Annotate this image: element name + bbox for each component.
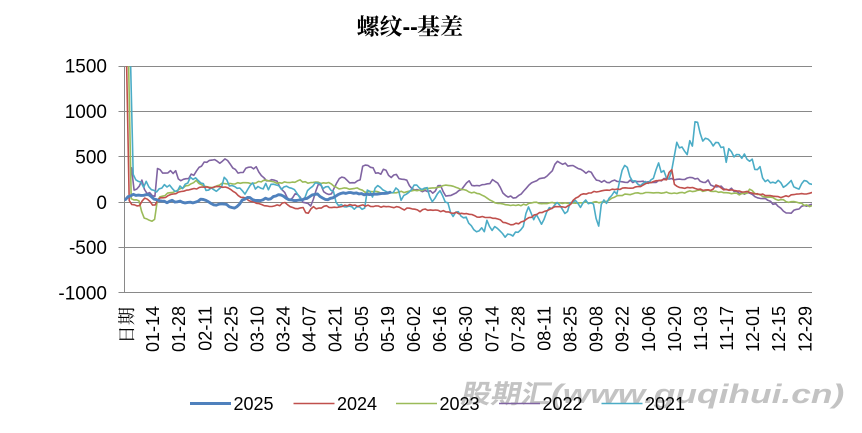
svg-text:08-11: 08-11 bbox=[534, 306, 554, 351]
svg-text:04-21: 04-21 bbox=[326, 306, 346, 352]
svg-text:06-02: 06-02 bbox=[404, 306, 424, 352]
svg-text:2022: 2022 bbox=[543, 394, 583, 414]
svg-text:-500: -500 bbox=[69, 238, 107, 259]
svg-text:09-22: 09-22 bbox=[613, 306, 633, 352]
svg-text:07-14: 07-14 bbox=[482, 306, 502, 352]
svg-text:--: -- bbox=[403, 14, 418, 40]
svg-text:03-10: 03-10 bbox=[247, 306, 267, 352]
svg-text:12-01: 12-01 bbox=[743, 306, 763, 352]
svg-text:02-25: 02-25 bbox=[221, 306, 241, 352]
svg-text:1500: 1500 bbox=[65, 57, 107, 78]
svg-text:01-28: 01-28 bbox=[169, 306, 189, 352]
svg-text:10-20: 10-20 bbox=[665, 306, 685, 352]
svg-text:08-25: 08-25 bbox=[561, 306, 581, 352]
svg-text:10-06: 10-06 bbox=[639, 306, 659, 352]
svg-text:1000: 1000 bbox=[65, 102, 107, 123]
svg-text:01-14: 01-14 bbox=[143, 306, 163, 352]
svg-text:06-30: 06-30 bbox=[456, 306, 476, 352]
svg-text:11-03: 11-03 bbox=[691, 306, 711, 351]
svg-text:09-08: 09-08 bbox=[587, 306, 607, 352]
svg-text:2025: 2025 bbox=[234, 394, 274, 414]
svg-text:12-29: 12-29 bbox=[795, 306, 815, 352]
svg-text:2023: 2023 bbox=[440, 394, 480, 414]
svg-text:0: 0 bbox=[96, 193, 107, 214]
svg-text:02-11: 02-11 bbox=[195, 306, 215, 351]
svg-text:04-07: 04-07 bbox=[300, 306, 320, 352]
svg-text:05-05: 05-05 bbox=[352, 306, 372, 352]
svg-text:2021: 2021 bbox=[645, 394, 685, 414]
svg-text:11-17: 11-17 bbox=[717, 306, 737, 351]
svg-text:05-19: 05-19 bbox=[378, 306, 398, 352]
svg-text:500: 500 bbox=[75, 147, 107, 168]
svg-text:2024: 2024 bbox=[337, 394, 377, 414]
svg-text:03-24: 03-24 bbox=[274, 306, 294, 352]
svg-text:06-16: 06-16 bbox=[430, 306, 450, 352]
svg-text:07-28: 07-28 bbox=[508, 306, 528, 352]
svg-text:(www.guqihui.cn): (www.guqihui.cn) bbox=[551, 379, 844, 409]
svg-text:12-15: 12-15 bbox=[769, 306, 789, 352]
svg-text:-1000: -1000 bbox=[58, 283, 107, 304]
